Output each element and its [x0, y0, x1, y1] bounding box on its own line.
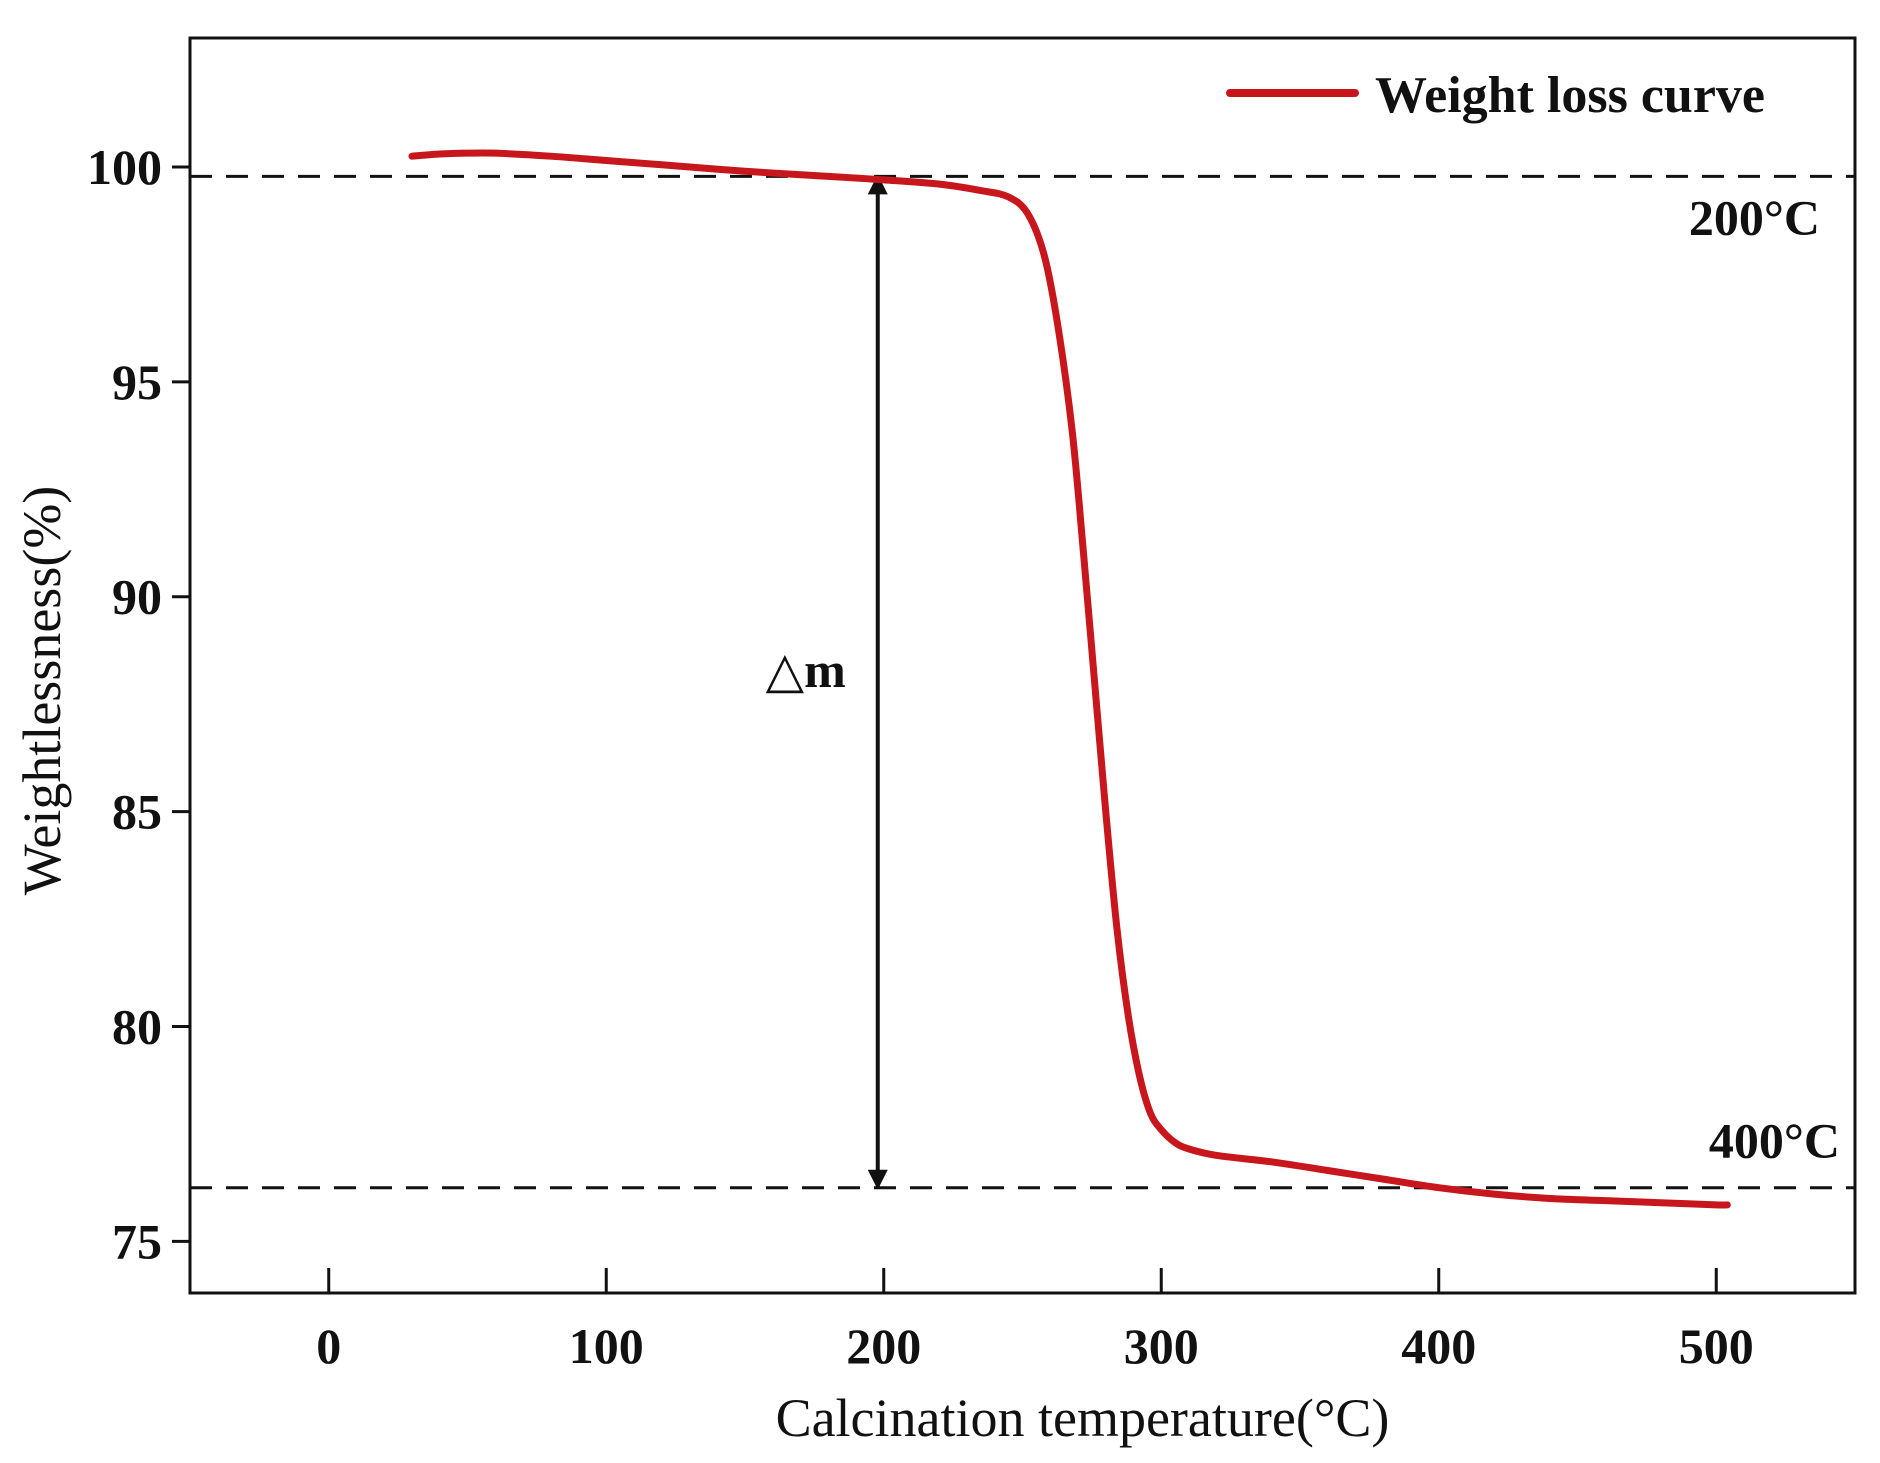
y-tick-label: 100 [87, 139, 162, 195]
y-tick-label: 75 [112, 1213, 162, 1269]
legend: Weight loss curve [1226, 67, 1765, 124]
x-tick-label: 100 [569, 1318, 644, 1374]
y-tick-label: 85 [112, 784, 162, 840]
x-tick-label: 500 [1679, 1318, 1754, 1374]
y-axis-title: Weightlessness(%) [12, 486, 72, 896]
x-tick-label: 300 [1124, 1318, 1199, 1374]
delta-m-label: △m [766, 642, 846, 698]
plot-area-frame [188, 36, 1857, 1295]
x-axis-title: Calcination temperature(°C) [776, 1388, 1390, 1448]
x-tick-label: 200 [846, 1318, 921, 1374]
reference-line-label: 200°C [1689, 189, 1820, 245]
y-tick-label: 95 [112, 354, 162, 410]
y-tick-label: 90 [112, 569, 162, 625]
reference-line-label: 400°C [1709, 1113, 1840, 1169]
y-tick-label: 80 [112, 999, 162, 1055]
x-tick-label: 400 [1401, 1318, 1476, 1374]
x-tick-label: 0 [316, 1318, 341, 1374]
weight-loss-curve [408, 149, 1731, 1209]
legend-label: Weight loss curve [1375, 67, 1765, 124]
